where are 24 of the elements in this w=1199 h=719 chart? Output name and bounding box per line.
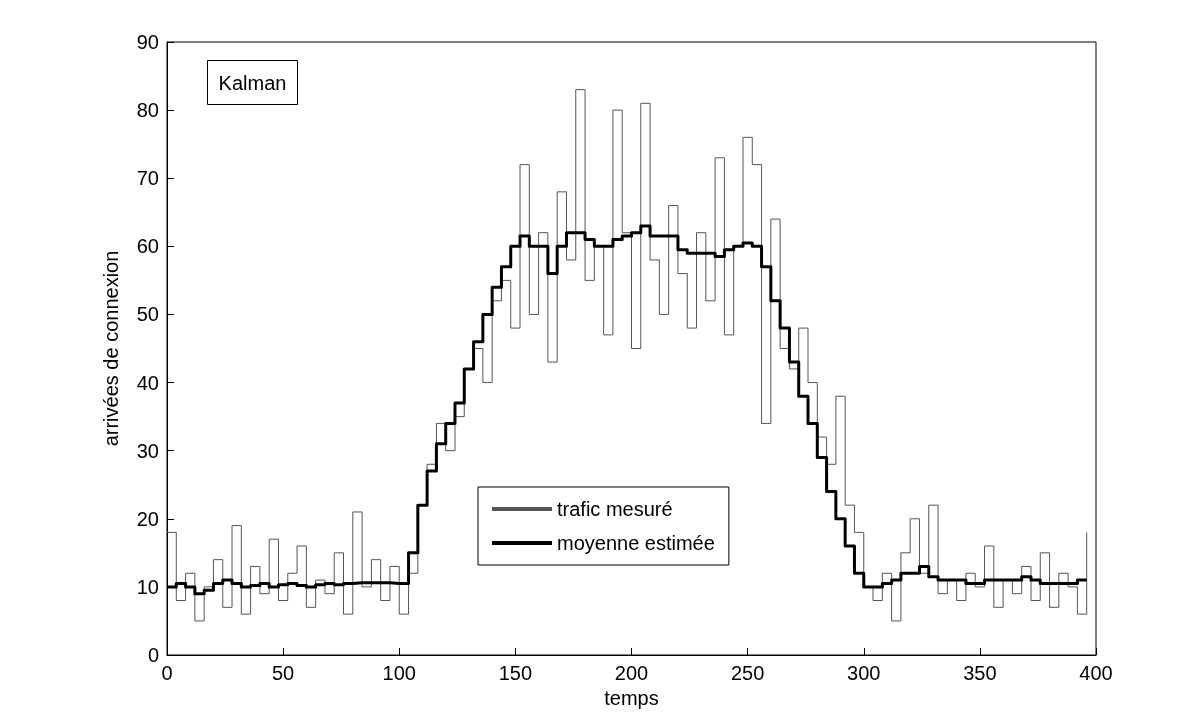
y-tick-label: 40	[136, 371, 159, 394]
x-tick-label: 350	[963, 662, 997, 684]
y-tick-label: 0	[147, 644, 159, 666]
x-axis-title: temps	[604, 686, 659, 709]
legend-label: moyenne estimée	[557, 532, 715, 554]
x-tick-label: 50	[272, 662, 295, 684]
x-tick-label: 200	[614, 662, 649, 684]
y-tick-label: 30	[136, 439, 159, 462]
x-tick-label: 150	[498, 662, 533, 684]
y-axis-title: arrivées de connexion	[100, 250, 122, 447]
annotation: Kalman	[218, 71, 287, 94]
y-tick-label: 10	[136, 575, 159, 598]
x-tick-label: 400	[1079, 662, 1113, 684]
y-tick-label: 60	[136, 235, 159, 258]
y-tick-label: 50	[136, 303, 159, 326]
y-tick-label: 70	[136, 167, 159, 190]
x-tick-label: 250	[730, 662, 765, 684]
y-tick-label: 90	[136, 31, 159, 53]
y-tick-label: 20	[136, 507, 159, 530]
x-tick-label: 100	[382, 662, 416, 684]
legend-label: trafic mesuré	[557, 498, 673, 520]
y-tick-label: 80	[136, 99, 159, 122]
x-tick-label: 300	[847, 662, 881, 684]
x-tick-label: 0	[161, 662, 173, 684]
